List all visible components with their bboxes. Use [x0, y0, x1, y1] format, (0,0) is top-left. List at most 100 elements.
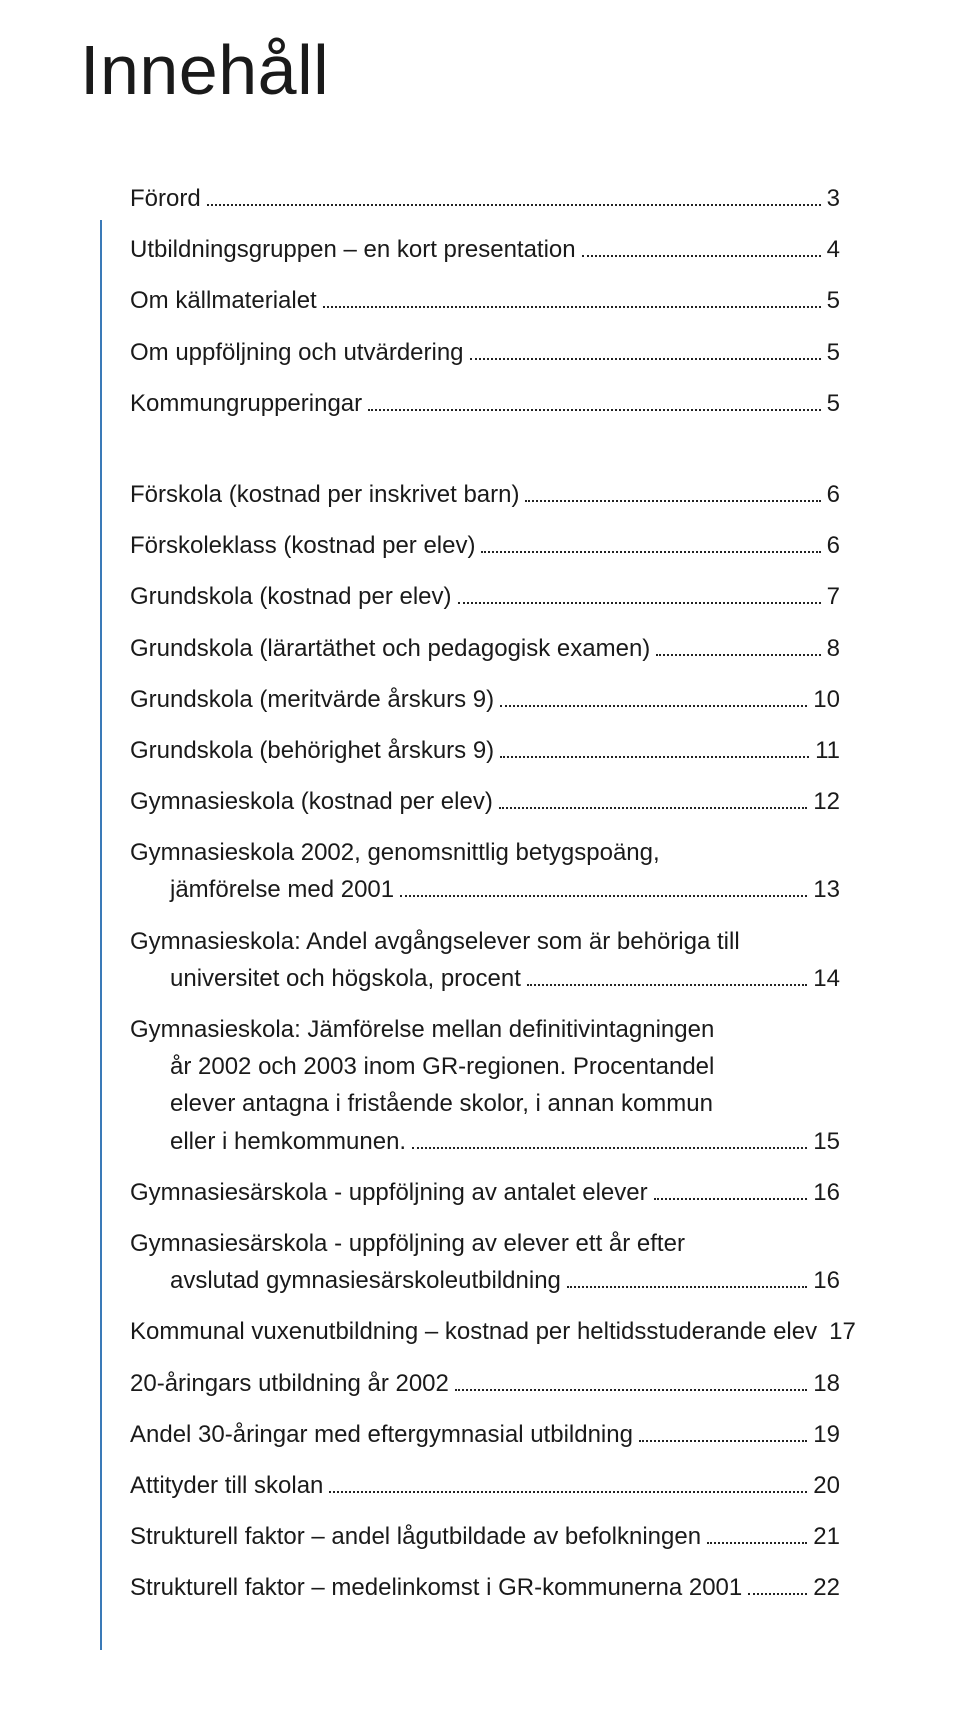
toc-entry-continuation: Gymnasieskola 2002, genomsnittlig betygs…	[130, 834, 840, 871]
toc-entry-page: 21	[813, 1518, 840, 1555]
toc-spacer	[130, 371, 840, 385]
toc-dots	[470, 336, 821, 360]
toc-spacer	[130, 1402, 840, 1416]
toc-spacer	[130, 564, 840, 578]
toc-spacer	[130, 909, 840, 923]
toc-entry: Kommungrupperingar 5	[130, 385, 840, 422]
toc-spacer	[130, 513, 840, 527]
toc-entry-label: Grundskola (behörighet årskurs 9)	[130, 732, 494, 769]
toc-entry-label: avslutad gymnasiesärskoleutbildning	[170, 1262, 561, 1299]
toc-entry: Strukturell faktor – medelinkomst i GR-k…	[130, 1569, 840, 1606]
toc-entry-label: Kommungrupperingar	[130, 385, 362, 422]
toc-entry-page: 7	[827, 578, 840, 615]
toc-entry-continuation: Gymnasieskola: Andel avgångselever som ä…	[130, 923, 840, 960]
toc-spacer	[130, 718, 840, 732]
toc-spacer	[130, 268, 840, 282]
toc-spacer	[130, 1504, 840, 1518]
toc-spacer	[130, 616, 840, 630]
toc-entry-continuation: elever antagna i fristående skolor, i an…	[170, 1085, 840, 1122]
toc-entry-page: 5	[827, 282, 840, 319]
toc-entry-group: Gymnasieskola: Jämförelse mellan definit…	[130, 1011, 840, 1160]
toc-entry-label: Utbildningsgruppen – en kort presentatio…	[130, 231, 576, 268]
toc-entry-label: Om uppföljning och utvärdering	[130, 334, 464, 371]
toc-entry-page: 6	[827, 527, 840, 564]
toc-entry: 20-åringars utbildning år 200218	[130, 1365, 840, 1402]
page: Innehåll Förord3Utbildningsgruppen – en …	[0, 0, 960, 1710]
toc-dots	[500, 734, 809, 758]
toc-entry: Grundskola (lärartäthet och pedagogisk e…	[130, 630, 840, 667]
toc-entry-page: 16	[813, 1174, 840, 1211]
toc-entry-page: 22	[813, 1569, 840, 1606]
toc-entry: avslutad gymnasiesärskoleutbildning 16	[170, 1262, 840, 1299]
toc-spacer	[130, 997, 840, 1011]
toc-entry-label: Strukturell faktor – andel lågutbildade …	[130, 1518, 701, 1555]
toc-entry: Strukturell faktor – andel lågutbildade …	[130, 1518, 840, 1555]
toc-entry-group: Gymnasiesärskola - uppföljning av elever…	[130, 1225, 840, 1299]
toc-entry: Grundskola (meritvärde årskurs 9)10	[130, 681, 840, 718]
toc-entry: Grundskola (kostnad per elev)7	[130, 578, 840, 615]
table-of-contents: Förord 3 Utbildningsgruppen – en kort pres…	[130, 180, 840, 1620]
toc-spacer	[130, 1351, 840, 1365]
toc-entry-group: Gymnasieskola: Andel avgångselever som ä…	[130, 923, 840, 997]
toc-dots	[654, 1176, 808, 1200]
toc-entry: Kommunal vuxenutbildning – kostnad per h…	[130, 1313, 840, 1350]
toc-dots	[499, 785, 807, 809]
vertical-rule	[100, 220, 102, 1650]
toc-entry-label: Förord	[130, 180, 201, 217]
toc-entry-page: 20	[813, 1467, 840, 1504]
toc-entry-label: Gymnasiesärskola - uppföljning av antale…	[130, 1174, 648, 1211]
toc-spacer	[130, 667, 840, 681]
toc-spacer	[130, 1211, 840, 1225]
toc-spacer	[130, 1555, 840, 1569]
toc-dots	[455, 1367, 807, 1391]
toc-entry-label: Kommunal vuxenutbildning – kostnad per h…	[130, 1313, 817, 1350]
toc-entry-label: jämförelse med 2001	[170, 871, 394, 908]
toc-entry-page: 4	[827, 231, 840, 268]
toc-entry-continuation: Gymnasieskola: Jämförelse mellan definit…	[130, 1011, 840, 1048]
toc-spacer	[130, 1453, 840, 1467]
toc-entry-page: 5	[827, 385, 840, 422]
toc-entry: jämförelse med 2001 13	[170, 871, 840, 908]
toc-entry: eller i hemkommunen. 15	[170, 1123, 840, 1160]
toc-spacer	[130, 422, 840, 436]
toc-entry-continuation: år 2002 och 2003 inom GR-regionen. Proce…	[170, 1048, 840, 1085]
toc-entry-group: Gymnasieskola 2002, genomsnittlig betygs…	[130, 834, 840, 908]
toc-spacer	[130, 1299, 840, 1313]
toc-dots	[368, 387, 821, 411]
toc-dots	[656, 632, 820, 656]
toc-entry-page: 14	[813, 960, 840, 997]
toc-spacer	[130, 436, 840, 476]
toc-spacer	[130, 820, 840, 834]
toc-entry-page: 15	[813, 1123, 840, 1160]
toc-dots	[207, 182, 821, 206]
toc-dots	[582, 234, 821, 258]
toc-entry-page: 12	[813, 783, 840, 820]
toc-dots	[567, 1265, 807, 1289]
toc-entry: universitet och högskola, procent 14	[170, 960, 840, 997]
toc-spacer	[130, 320, 840, 334]
toc-entry: Om uppföljning och utvärdering5	[130, 334, 840, 371]
toc-entry-label: universitet och högskola, procent	[170, 960, 521, 997]
toc-entry: Attityder till skolan20	[130, 1467, 840, 1504]
toc-dots	[412, 1125, 807, 1149]
toc-dots	[500, 683, 807, 707]
toc-entry: Grundskola (behörighet årskurs 9)11	[130, 732, 840, 769]
toc-dots	[748, 1572, 807, 1596]
toc-dots	[639, 1418, 807, 1442]
toc-entry-page: 6	[827, 476, 840, 513]
toc-spacer	[130, 769, 840, 783]
toc-entry-page: 10	[813, 681, 840, 718]
toc-entry-page: 16	[813, 1262, 840, 1299]
toc-entry-page: 3	[827, 180, 840, 217]
toc-entry-label: Förskola (kostnad per inskrivet barn)	[130, 476, 519, 513]
toc-entry: Gymnasiesärskola - uppföljning av antale…	[130, 1174, 840, 1211]
toc-dots	[323, 285, 821, 309]
toc-dots	[458, 581, 821, 605]
toc-dots	[481, 530, 820, 554]
toc-entry-label: eller i hemkommunen.	[170, 1123, 406, 1160]
toc-entry: Förord 3	[130, 180, 840, 217]
toc-entry-label: Förskoleklass (kostnad per elev)	[130, 527, 475, 564]
toc-entry-page: 13	[813, 871, 840, 908]
toc-entry-label: Grundskola (lärartäthet och pedagogisk e…	[130, 630, 650, 667]
toc-entry-continuation: Gymnasiesärskola - uppföljning av elever…	[130, 1225, 840, 1262]
